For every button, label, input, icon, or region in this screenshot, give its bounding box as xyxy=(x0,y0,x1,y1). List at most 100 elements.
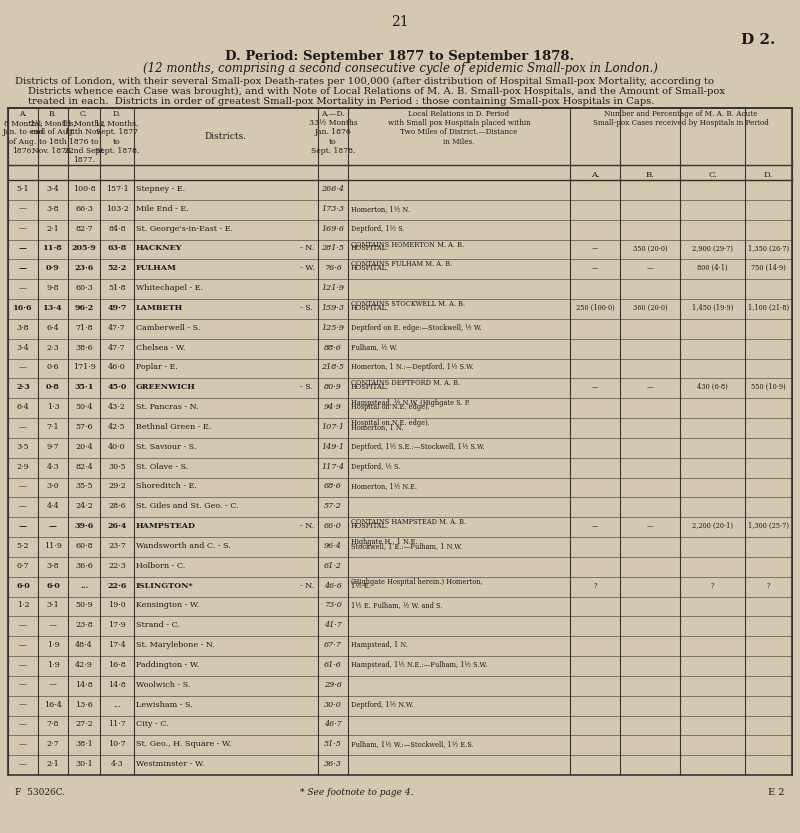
Text: St. Pancras - N.: St. Pancras - N. xyxy=(136,403,198,411)
Text: 3·4: 3·4 xyxy=(46,185,59,193)
Text: 100·8: 100·8 xyxy=(73,185,95,193)
Text: —: — xyxy=(646,264,654,272)
Text: 7·1: 7·1 xyxy=(46,423,59,431)
Text: 2·1: 2·1 xyxy=(46,760,59,768)
Text: Kensington - W.: Kensington - W. xyxy=(136,601,199,610)
Text: Local Relations in D. Period
with Small pox Hospitals placed within
Two Miles of: Local Relations in D. Period with Small … xyxy=(388,110,530,146)
Text: 169·6: 169·6 xyxy=(322,225,345,232)
Text: —: — xyxy=(592,244,598,252)
Text: C.
11 Months,
18th Nov.
1876 to
22nd Sept
1877.: C. 11 Months, 18th Nov. 1876 to 22nd Sep… xyxy=(62,110,106,164)
Text: —: — xyxy=(592,383,598,392)
Text: Paddington - W.: Paddington - W. xyxy=(136,661,199,669)
Text: 42·5: 42·5 xyxy=(108,423,126,431)
Text: 9·8: 9·8 xyxy=(46,284,59,292)
Text: 1½ E. Fulham, ½ W. and S.: 1½ E. Fulham, ½ W. and S. xyxy=(351,601,442,610)
Text: 281·5: 281·5 xyxy=(322,244,345,252)
Text: * See footnote to page 4.: * See footnote to page 4. xyxy=(300,788,414,797)
Text: St. Saviour - S.: St. Saviour - S. xyxy=(136,443,197,451)
Text: 94·9: 94·9 xyxy=(324,403,342,411)
Text: 30·1: 30·1 xyxy=(75,760,93,768)
Text: 42·9: 42·9 xyxy=(75,661,93,669)
Text: 61·6: 61·6 xyxy=(324,661,342,669)
Text: —: — xyxy=(19,701,27,709)
Text: F  53026C.: F 53026C. xyxy=(15,788,65,797)
Text: 250 (100·0): 250 (100·0) xyxy=(576,304,614,312)
Text: 46·0: 46·0 xyxy=(108,363,126,372)
Text: Deptford, 1½ S.: Deptford, 1½ S. xyxy=(351,225,405,232)
Text: CONTAINS FULHAM M. A. B.: CONTAINS FULHAM M. A. B. xyxy=(351,261,452,268)
Text: —: — xyxy=(19,363,27,372)
Text: Stepney - E.: Stepney - E. xyxy=(136,185,185,193)
Text: —: — xyxy=(19,244,27,252)
Text: 3·5: 3·5 xyxy=(17,443,30,451)
Text: —: — xyxy=(19,284,27,292)
Text: 0·9: 0·9 xyxy=(46,264,60,272)
Text: 2·7: 2·7 xyxy=(46,741,59,748)
Text: D.: D. xyxy=(764,171,773,179)
Text: 0·6: 0·6 xyxy=(46,363,59,372)
Text: 350 (20·0): 350 (20·0) xyxy=(633,244,667,252)
Text: Hospital on N.E. edge).: Hospital on N.E. edge). xyxy=(351,403,430,411)
Text: 2·3: 2·3 xyxy=(16,383,30,392)
Text: Homerton, 1 N.:—Deptford, 1½ S.W.: Homerton, 1 N.:—Deptford, 1½ S.W. xyxy=(351,363,474,372)
Text: —: — xyxy=(592,264,598,272)
Text: LAMBETH: LAMBETH xyxy=(136,304,183,312)
Text: 38·1: 38·1 xyxy=(75,741,93,748)
Text: 35·1: 35·1 xyxy=(74,383,94,392)
Text: B.: B. xyxy=(646,171,654,179)
Text: —: — xyxy=(592,522,598,530)
Text: 48·4: 48·4 xyxy=(75,641,93,649)
Text: 60·3: 60·3 xyxy=(75,284,93,292)
Text: 1½ E.: 1½ E. xyxy=(351,581,371,590)
Text: St. Giles and St. Geo. - C.: St. Giles and St. Geo. - C. xyxy=(136,502,238,511)
Text: CONTAINS DEPTFORD M. A. B.: CONTAINS DEPTFORD M. A. B. xyxy=(351,379,460,387)
Text: - W.: - W. xyxy=(300,264,314,272)
Text: A.: A. xyxy=(590,171,599,179)
Text: 43·2: 43·2 xyxy=(108,403,126,411)
Bar xyxy=(8,108,792,775)
Text: 27·2: 27·2 xyxy=(75,721,93,728)
Text: 10·7: 10·7 xyxy=(108,741,126,748)
Text: 39·6: 39·6 xyxy=(74,522,94,530)
Text: 23·7: 23·7 xyxy=(108,542,126,550)
Text: Westminster - W.: Westminster - W. xyxy=(136,760,204,768)
Text: - S.: - S. xyxy=(300,304,313,312)
Text: —: — xyxy=(19,661,27,669)
Text: Highgate H., 1 N.E.: Highgate H., 1 N.E. xyxy=(351,538,418,546)
Text: 66·3: 66·3 xyxy=(75,205,93,212)
Text: 13·4: 13·4 xyxy=(43,304,63,312)
Text: 16·6: 16·6 xyxy=(14,304,33,312)
Text: —: — xyxy=(19,522,27,530)
Text: 7·8: 7·8 xyxy=(46,721,59,728)
Text: 360 (20·0): 360 (20·0) xyxy=(633,304,667,312)
Text: —: — xyxy=(19,641,27,649)
Text: 1,350 (26·7): 1,350 (26·7) xyxy=(748,244,789,252)
Text: GREENWICH: GREENWICH xyxy=(136,383,196,392)
Text: 23·8: 23·8 xyxy=(75,621,93,629)
Text: —: — xyxy=(19,502,27,511)
Text: (12 months, comprising a second consecutive cycle of epidemic Small-pox in Londo: (12 months, comprising a second consecut… xyxy=(142,62,658,75)
Text: 38·6: 38·6 xyxy=(75,343,93,352)
Text: Deptford, ½ S.: Deptford, ½ S. xyxy=(351,462,400,471)
Text: 173·3: 173·3 xyxy=(322,205,345,212)
Text: 21: 21 xyxy=(391,15,409,29)
Text: 6·0: 6·0 xyxy=(16,581,30,590)
Text: 2,200 (20·1): 2,200 (20·1) xyxy=(692,522,733,530)
Text: 22·3: 22·3 xyxy=(108,561,126,570)
Text: 149·1: 149·1 xyxy=(322,443,345,451)
Text: 205·9: 205·9 xyxy=(72,244,96,252)
Text: Hampstead, 1½ N.E.:—Fulham, 1½ S.W.: Hampstead, 1½ N.E.:—Fulham, 1½ S.W. xyxy=(351,661,487,669)
Text: 23·6: 23·6 xyxy=(74,264,94,272)
Text: —: — xyxy=(49,522,57,530)
Text: Districts of London, with their several Small-pox Death-rates per 100,000 (after: Districts of London, with their several … xyxy=(15,77,714,86)
Text: 20·4: 20·4 xyxy=(75,443,93,451)
Text: ?: ? xyxy=(766,581,770,590)
Text: FULHAM: FULHAM xyxy=(136,264,177,272)
Text: 84·8: 84·8 xyxy=(108,225,126,232)
Text: 3·8: 3·8 xyxy=(46,205,59,212)
Text: 11·7: 11·7 xyxy=(108,721,126,728)
Text: 24·2: 24·2 xyxy=(75,502,93,511)
Text: Homerton, 1 N.: Homerton, 1 N. xyxy=(351,423,403,431)
Text: —: — xyxy=(49,681,57,689)
Text: —: — xyxy=(19,760,27,768)
